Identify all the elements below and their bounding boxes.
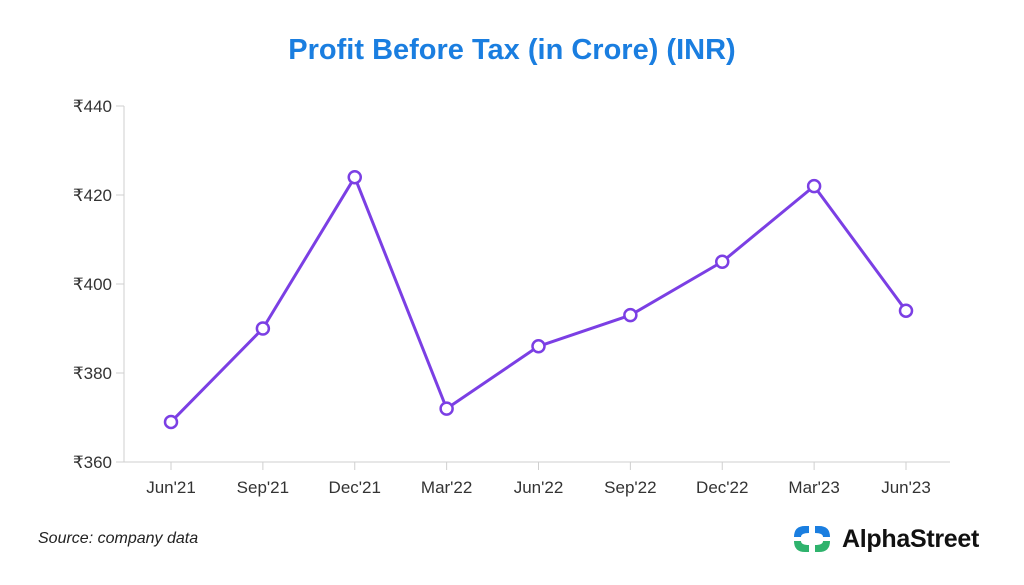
x-tick-label: Sep'22: [604, 478, 656, 497]
y-tick-label: ₹380: [73, 364, 112, 383]
data-point: [898, 303, 914, 318]
data-point: [806, 178, 822, 194]
x-tick-label: Dec'21: [329, 478, 381, 497]
x-tick-label: Jun'23: [881, 478, 931, 497]
y-tick-label: ₹360: [73, 453, 112, 472]
x-tick-label: Jun'22: [514, 478, 564, 497]
alphastreet-logo-icon: [794, 526, 830, 552]
data-point: [255, 321, 271, 336]
data-point: [623, 307, 638, 323]
alphastreet-logo: AlphaStreet: [792, 524, 979, 554]
y-tick-label: ₹420: [73, 186, 112, 205]
x-tick-label: Dec'22: [696, 478, 748, 497]
data-point: [715, 254, 730, 269]
brand-name: AlphaStreet: [842, 524, 980, 553]
data-point: [347, 169, 362, 185]
x-tick-label: Mar'22: [421, 478, 472, 497]
x-tick-label: Sep'21: [237, 478, 289, 497]
source-note: Source: company data: [38, 530, 199, 547]
data-point: [439, 401, 454, 416]
x-tick-label: Mar'23: [788, 478, 839, 497]
chart-title: Profit Before Tax (in Crore) (INR): [288, 34, 736, 66]
data-point: [531, 339, 546, 354]
x-tick-label: Jun'21: [146, 478, 196, 497]
y-tick-label: ₹440: [73, 97, 112, 116]
series-line: [169, 175, 908, 424]
y-tick-label: ₹400: [73, 275, 112, 294]
data-point: [163, 414, 179, 430]
